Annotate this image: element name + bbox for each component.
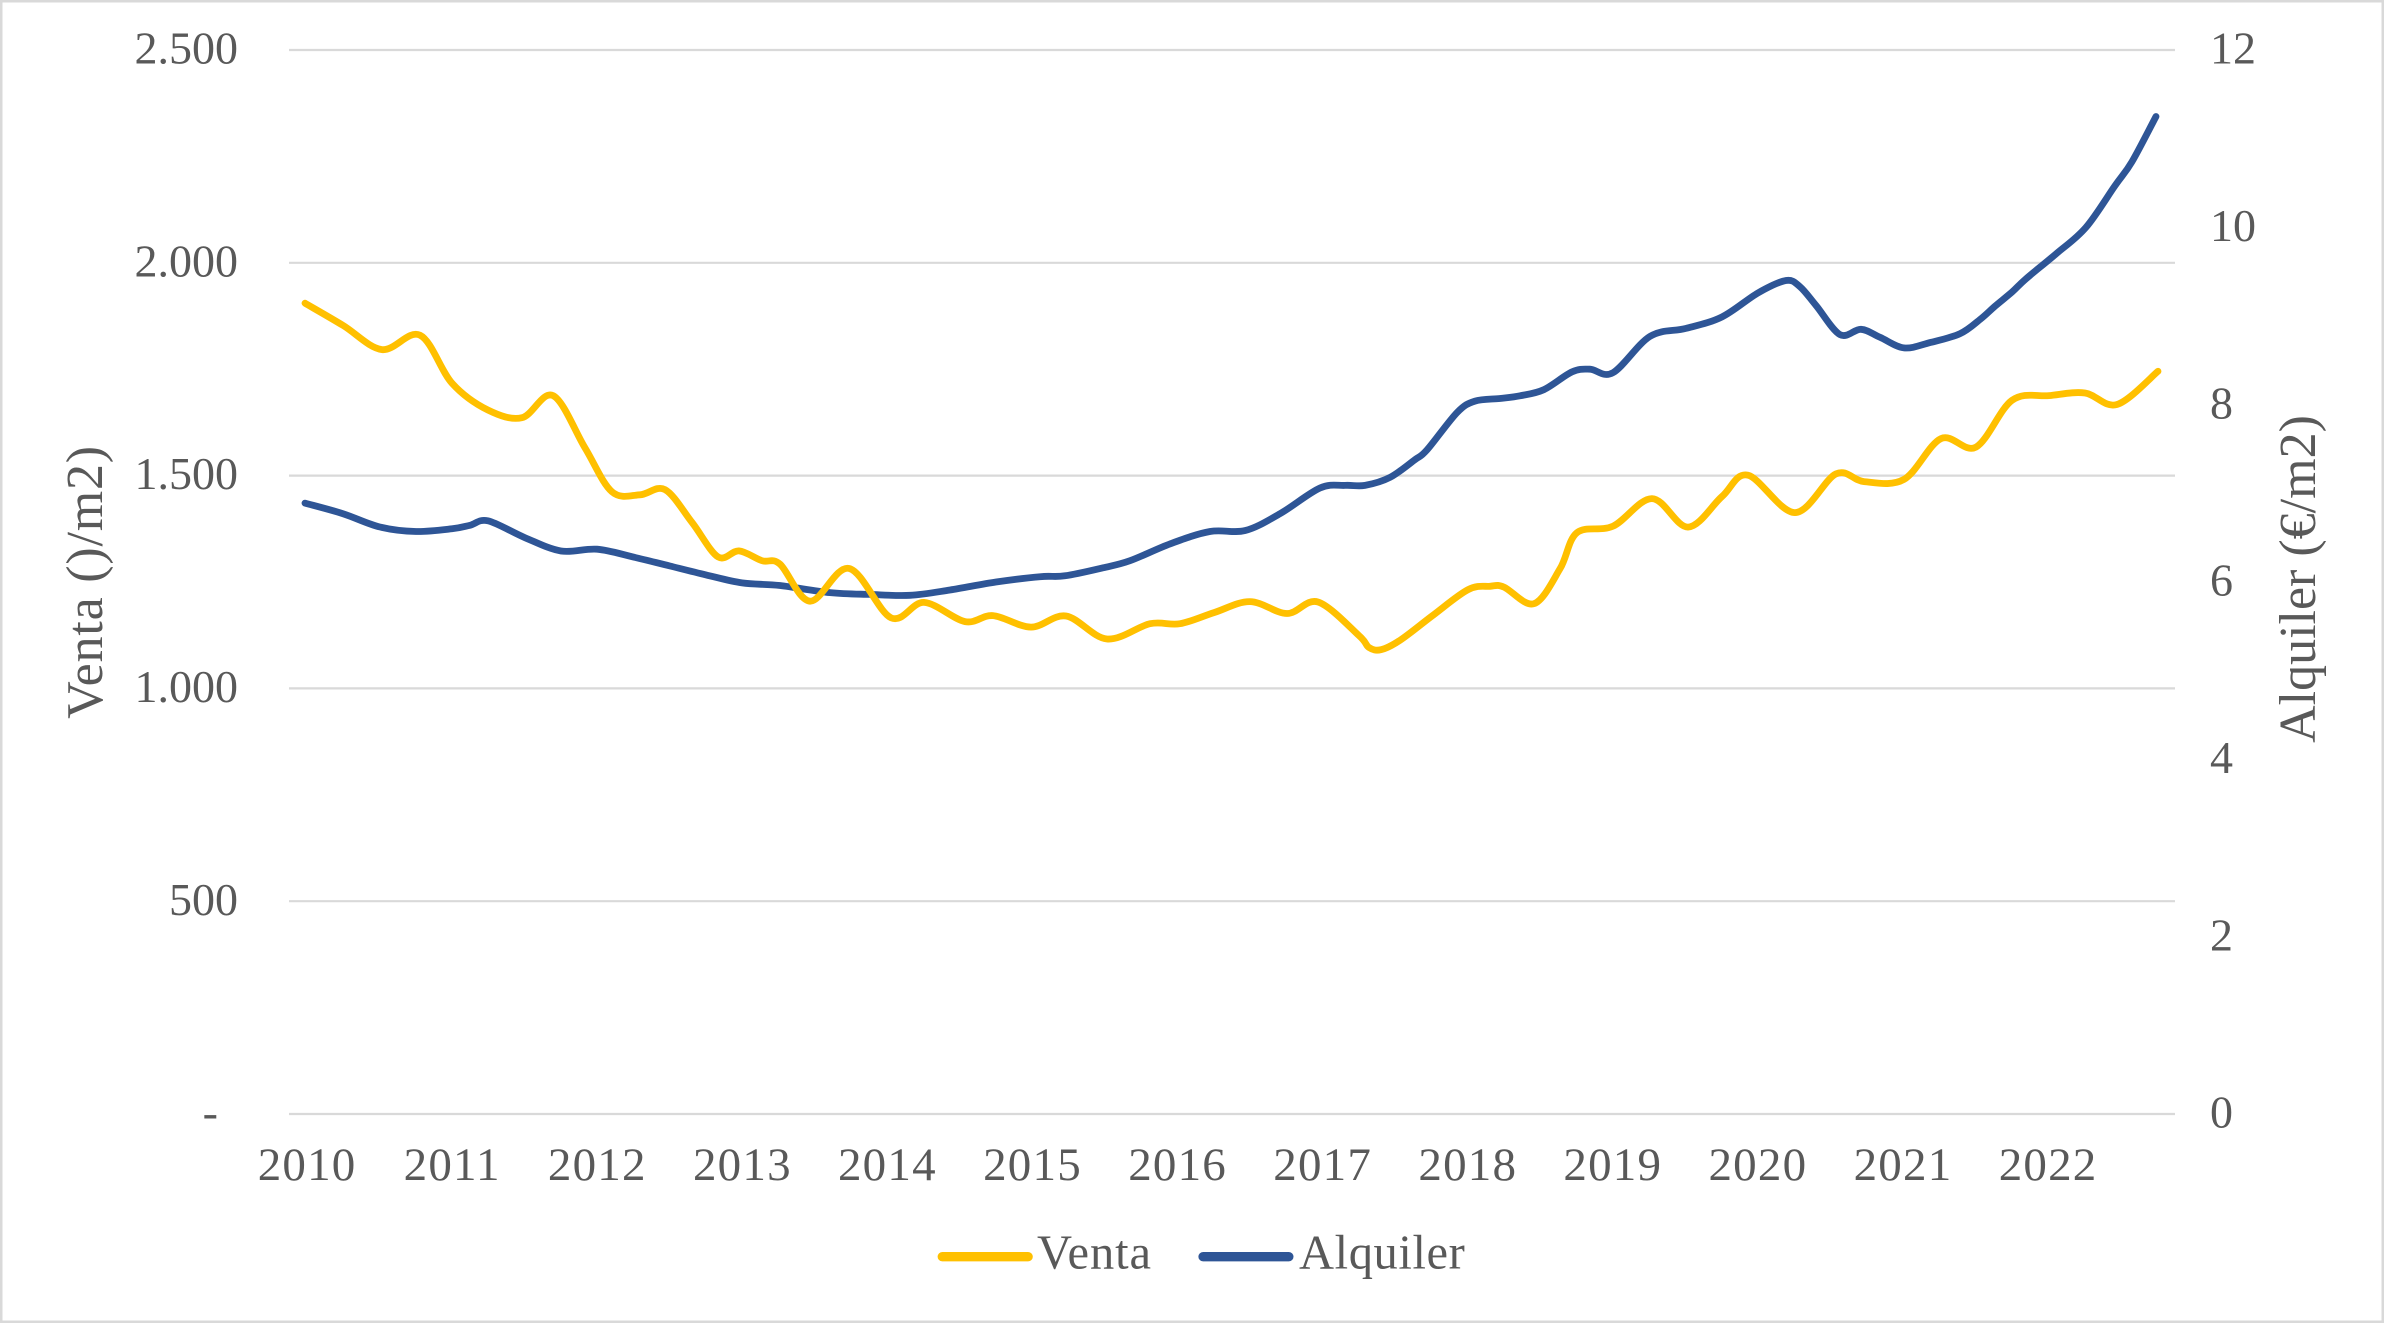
svg-text:12: 12 — [2210, 23, 2256, 74]
svg-text:1.500: 1.500 — [135, 448, 239, 499]
svg-text:2019: 2019 — [1563, 1139, 1662, 1191]
svg-text:2011: 2011 — [404, 1139, 501, 1191]
svg-text:2018: 2018 — [1418, 1139, 1517, 1191]
svg-text:500: 500 — [169, 874, 238, 925]
svg-text:4: 4 — [2210, 732, 2233, 783]
svg-text:Alquiler (€/m2): Alquiler (€/m2) — [2270, 415, 2327, 743]
svg-text:1.000: 1.000 — [135, 661, 239, 712]
svg-text:-: - — [203, 1087, 218, 1138]
svg-text:2012: 2012 — [548, 1139, 647, 1191]
svg-text:2022: 2022 — [1999, 1139, 2098, 1191]
svg-text:2.500: 2.500 — [135, 23, 239, 74]
svg-text:2021: 2021 — [1854, 1139, 1953, 1191]
svg-text:0: 0 — [2210, 1087, 2233, 1138]
svg-text:Alquiler: Alquiler — [1299, 1227, 1465, 1280]
svg-text:8: 8 — [2210, 377, 2233, 428]
svg-text:2: 2 — [2210, 909, 2233, 960]
svg-text:10: 10 — [2210, 200, 2256, 251]
svg-text:Venta: Venta — [1037, 1227, 1152, 1280]
svg-text:2013: 2013 — [693, 1139, 792, 1191]
svg-text:2017: 2017 — [1273, 1139, 1372, 1191]
svg-text:Venta ()/m2): Venta ()/m2) — [57, 445, 114, 719]
svg-text:2.000: 2.000 — [135, 235, 239, 286]
svg-text:6: 6 — [2210, 555, 2233, 606]
svg-text:2014: 2014 — [838, 1139, 937, 1191]
svg-text:2016: 2016 — [1128, 1139, 1227, 1191]
svg-text:2010: 2010 — [258, 1139, 357, 1191]
svg-text:2015: 2015 — [983, 1139, 1082, 1191]
svg-text:2020: 2020 — [1708, 1139, 1807, 1191]
